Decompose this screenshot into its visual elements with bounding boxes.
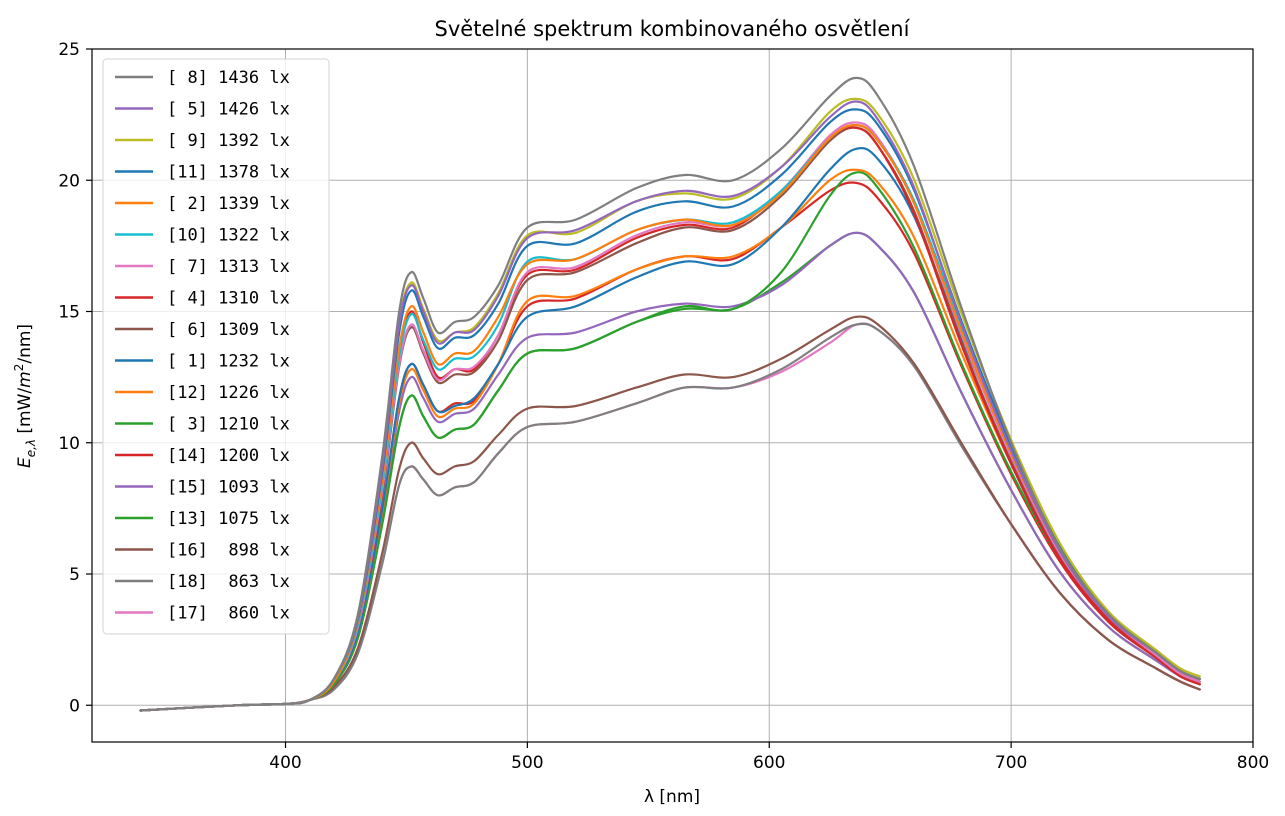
y-tick-label-5: 5 (69, 565, 80, 585)
x-tick-label-700: 700 (995, 753, 1027, 773)
legend-entry-6: [ 7] 1313 lx (167, 257, 290, 277)
legend-entry-5: [10] 1322 lx (167, 226, 290, 246)
y-axis-label-subscript: e,λ (24, 439, 38, 457)
legend-entry-4: [ 2] 1339 lx (167, 194, 290, 214)
y-axis-label-unit-start: [mW/ (15, 388, 35, 439)
legend-entry-15: [16] 898 lx (167, 541, 290, 561)
legend-entry-8: [ 6] 1309 lx (167, 320, 290, 340)
x-tick-label-600: 600 (753, 753, 785, 773)
series-line-11 (139, 171, 1201, 712)
legend-entry-7: [ 4] 1310 lx (167, 289, 290, 309)
chart-title: Světelné spektrum kombinovaného osvětlen… (435, 17, 911, 41)
x-tick-label-500: 500 (511, 753, 543, 773)
legend-entry-1: [ 5] 1426 lx (167, 100, 290, 120)
x-axis-label: λ [nm] (644, 787, 700, 807)
y-axis-label-superscript: 2 (12, 364, 26, 372)
y-tick-label-15: 15 (58, 303, 80, 323)
legend-entry-9: [ 1] 1232 lx (167, 352, 290, 372)
legend-entry-12: [14] 1200 lx (167, 446, 290, 466)
y-axis-label-symbol: E (15, 457, 35, 468)
legend-entry-3: [11] 1378 lx (167, 163, 290, 183)
series-line-0 (139, 76, 1201, 712)
legend-entry-16: [18] 863 lx (167, 572, 290, 592)
y-tick-label-20: 20 (58, 171, 80, 191)
legend-entry-2: [ 9] 1392 lx (167, 131, 290, 151)
legend-entry-14: [13] 1075 lx (167, 509, 290, 529)
x-tick-label-400: 400 (269, 753, 301, 773)
series-line-15 (139, 315, 1201, 712)
legend: [ 8] 1436 lx [ 5] 1426 lx [ 9] 1392 lx [11]… (102, 58, 330, 635)
y-tick-label-10: 10 (58, 434, 80, 454)
axis-ticks: 400 500 600 700 800 0 5 10 15 20 25 (58, 40, 1269, 773)
plot-frame (91, 48, 1254, 743)
y-axis-label: Ee,λ [mW/m2/nm] (12, 324, 38, 468)
legend-entry-0: [ 8] 1436 lx (167, 68, 290, 88)
legend-entry-11: [ 3] 1210 lx (167, 415, 290, 435)
y-axis-label-unit-m: m (15, 371, 35, 388)
legend-entry-17: [17] 860 lx (167, 604, 290, 624)
y-tick-label-0: 0 (69, 696, 80, 716)
legend-frame (102, 58, 330, 635)
y-tick-label-25: 25 (58, 40, 80, 60)
x-tick-label-800: 800 (1237, 753, 1269, 773)
legend-entry-10: [12] 1226 lx (167, 383, 290, 403)
y-axis-label-unit-end: /nm] (15, 324, 35, 364)
series-lines (139, 76, 1201, 712)
legend-entry-13: [15] 1093 lx (167, 478, 290, 498)
